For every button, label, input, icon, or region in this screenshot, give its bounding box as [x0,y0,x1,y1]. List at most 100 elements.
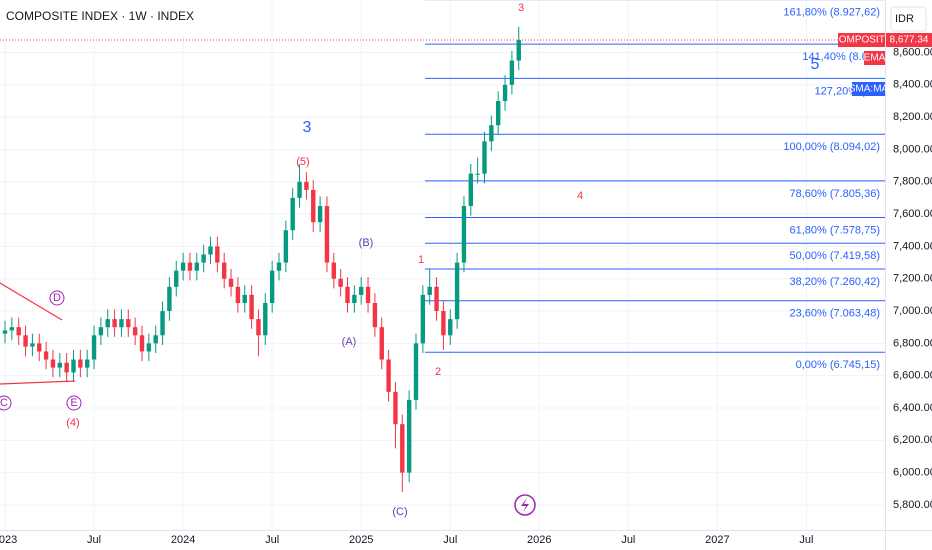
indicator-box [864,51,885,65]
symbol-box [838,33,885,48]
candle-body [496,100,501,126]
x-tick-label: Jul [621,534,635,546]
candle-body [139,335,145,352]
candle-body [153,335,158,344]
candle-body [91,335,97,360]
candle-body [400,424,405,473]
x-tick-label: 2026 [527,534,551,546]
indicator-label: SMA:MA [849,84,889,95]
candle-body [372,302,378,328]
candle-body [304,181,309,190]
currency-box[interactable] [890,6,927,32]
candle-body [441,311,446,336]
x-tick-label: 2027 [705,534,729,546]
candle-body [112,319,117,328]
last-price-label: 8,677.34 [890,35,929,46]
candle-body [359,286,364,295]
candle-body [37,343,42,352]
wave-label: C [0,397,8,409]
y-tick-label: 8,600.00 [893,46,932,58]
candle-body [324,206,330,263]
candle-body [413,343,419,400]
title-backdrop [0,0,260,34]
candle-body [228,278,234,287]
candle-body [475,173,480,175]
chart-title: COMPOSITE INDEX · 1W · INDEX [6,9,194,23]
wave-circle [49,290,65,306]
candle-body [187,262,193,271]
y-tick-label: 7,400.00 [893,240,932,252]
x-tick-label: 2024 [171,534,195,546]
candle-body [256,319,261,336]
candle-body [468,173,473,207]
candle-body [242,294,247,303]
fib-label: 78,60% (7.805,36) [789,188,880,200]
candle-body [345,286,350,303]
candle-body [23,335,28,347]
wave-label: 2 [435,366,441,378]
candle-body [379,327,384,360]
indicator-label: EMA [864,53,886,64]
event-icon-bolt [521,498,529,512]
candle-body [174,270,179,287]
candle-body [509,60,515,85]
fib-label: 23,60% (7.063,48) [789,308,880,320]
candle-body [502,84,508,101]
x-tick-label: Jul [265,534,279,546]
candle-body [406,399,412,473]
symbol-label: COMPOSITE [831,35,891,46]
candle-body [489,125,494,142]
fib-label: 0,00% (6.745,15) [796,359,880,371]
candle-body [50,359,56,368]
y-tick-label: 7,800.00 [893,176,932,188]
candle-body [427,286,432,295]
wave-label: 3 [518,2,524,14]
y-tick-label: 7,600.00 [893,208,932,220]
candle-body [43,351,49,360]
y-tick-label: 8,400.00 [893,79,932,91]
candle-body [222,262,227,279]
candle-body [105,319,110,328]
candle-body [132,327,138,336]
wave-label: E [70,397,77,409]
candle-body [201,254,206,263]
y-tick-label: 8,000.00 [893,143,932,155]
candle-body [352,294,357,303]
candle-body [167,286,172,312]
last-price-box [886,33,932,48]
wave-label: 3 [303,119,312,136]
candle-body [126,319,131,328]
wave-label: (A) [342,336,357,348]
candle-body [516,40,521,61]
y-tick-label: 7,200.00 [893,273,932,285]
candle-body [85,359,90,368]
fib-label: 161,80% (8.927,62) [783,6,880,18]
candle-body [365,286,371,303]
triangle-line [0,380,76,385]
candle-body [64,362,69,373]
candle-body [482,141,487,174]
y-tick-label: 6,000.00 [893,467,932,479]
wave-label: 5 [811,56,820,73]
x-tick-label: Jul [799,534,813,546]
candle-body [290,197,295,231]
event-icon[interactable] [514,494,536,516]
y-tick-label: 6,200.00 [893,434,932,446]
wave-label: (5) [296,156,309,168]
candle-body [434,286,439,312]
x-tick-label: Jul [443,534,457,546]
candle-body [269,270,275,303]
fib-label: 141,40% (8.652 [802,51,880,63]
fib-label: 50,00% (7.419,58) [789,250,880,262]
candle-body [194,262,199,271]
candle-body [393,391,398,425]
wave-label: (C) [392,506,407,518]
candle-body [454,262,460,320]
x-tick-label: 2023 [0,534,17,546]
indicator-box [852,82,885,96]
candle-body [311,189,316,223]
wave-label: (B) [359,237,374,249]
candle-body [386,359,391,392]
